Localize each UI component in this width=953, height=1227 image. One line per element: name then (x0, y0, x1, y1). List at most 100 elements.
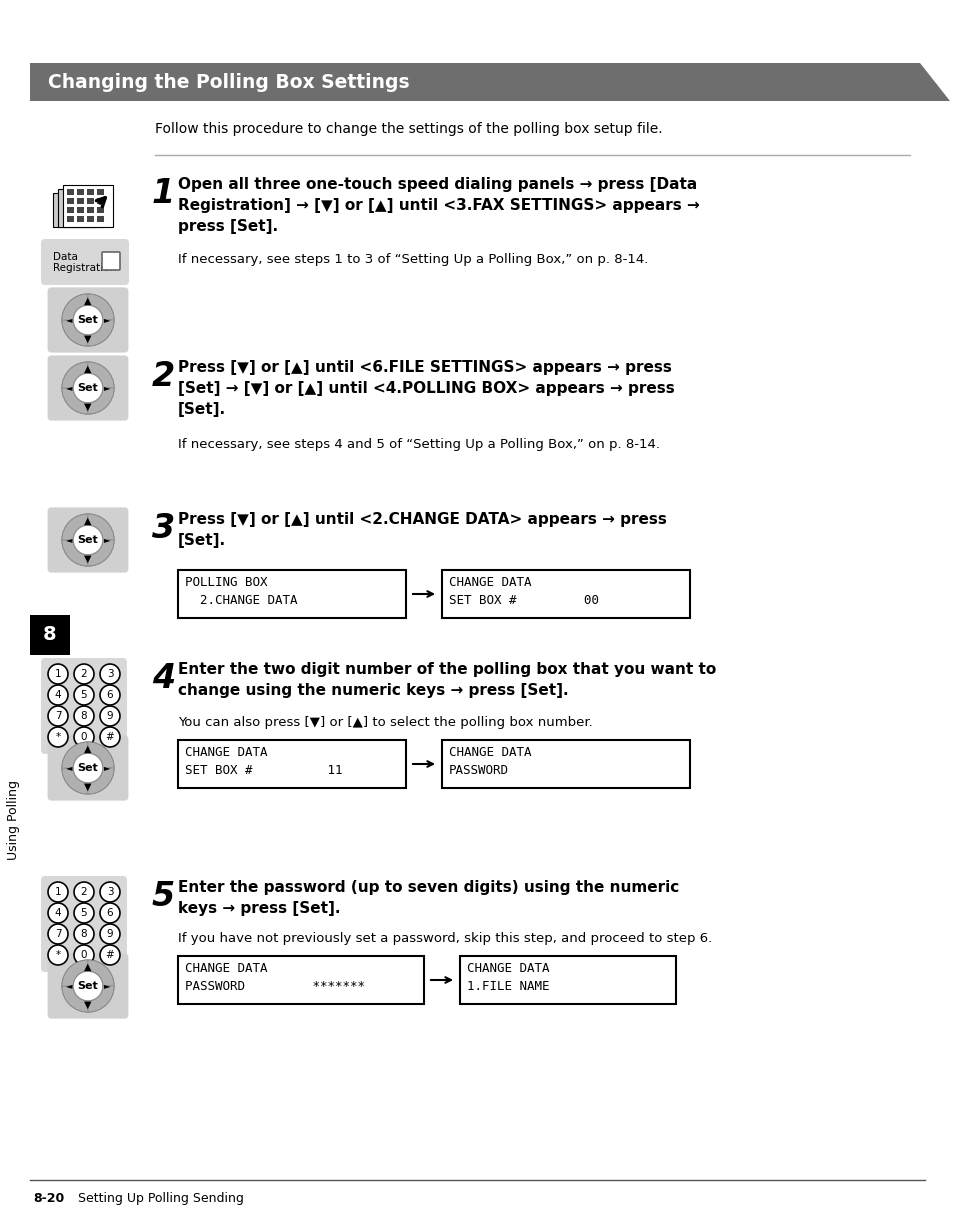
Bar (178, 740, 406, 788)
Bar (441, 571, 689, 618)
Text: Set: Set (77, 315, 98, 325)
Text: ◄: ◄ (66, 384, 72, 393)
Text: 7: 7 (54, 929, 61, 939)
Text: 3: 3 (107, 669, 113, 679)
Text: 9: 9 (107, 929, 113, 939)
Circle shape (62, 742, 113, 794)
Text: Press [▼] or [▲] until <2.CHANGE DATA> appears → press
[Set].: Press [▼] or [▲] until <2.CHANGE DATA> a… (178, 512, 666, 548)
Text: CHANGE DATA: CHANGE DATA (449, 746, 531, 760)
Text: 8: 8 (81, 710, 88, 721)
Bar (459, 956, 676, 1004)
Wedge shape (88, 742, 113, 768)
Text: 6: 6 (107, 908, 113, 918)
Text: Registration: Registration (53, 263, 116, 272)
Wedge shape (62, 362, 88, 388)
Text: ▼: ▼ (84, 782, 91, 791)
FancyBboxPatch shape (48, 953, 129, 1018)
Text: 1: 1 (54, 669, 61, 679)
Circle shape (62, 294, 113, 346)
Text: SET BOX #         00: SET BOX # 00 (449, 594, 598, 607)
Bar (97, 207, 104, 213)
Text: #: # (106, 950, 114, 960)
Text: 0: 0 (81, 733, 87, 742)
Bar (97, 189, 104, 195)
Text: ◄: ◄ (66, 763, 72, 773)
Bar (77, 207, 84, 213)
Text: ►: ► (104, 315, 111, 324)
Wedge shape (88, 540, 113, 566)
Polygon shape (30, 63, 949, 101)
Text: If necessary, see steps 1 to 3 of “Setting Up a Polling Box,” on p. 8-14.: If necessary, see steps 1 to 3 of “Setti… (178, 253, 648, 266)
Circle shape (100, 882, 120, 902)
Text: CHANGE DATA: CHANGE DATA (449, 575, 531, 589)
Bar (67, 216, 74, 222)
Circle shape (48, 924, 68, 944)
Circle shape (48, 882, 68, 902)
Text: *: * (55, 733, 60, 742)
Text: 1: 1 (152, 177, 175, 210)
Bar (87, 198, 94, 204)
Text: 9: 9 (107, 710, 113, 721)
Circle shape (74, 903, 94, 923)
Circle shape (100, 685, 120, 706)
Wedge shape (62, 987, 88, 1012)
Text: ▼: ▼ (84, 334, 91, 344)
FancyBboxPatch shape (48, 735, 129, 800)
Wedge shape (62, 294, 88, 320)
Text: ◄: ◄ (66, 315, 72, 324)
Text: 6: 6 (107, 690, 113, 699)
Bar (67, 189, 74, 195)
Circle shape (100, 706, 120, 726)
Bar (77, 189, 84, 195)
Text: 4: 4 (152, 663, 175, 694)
Bar (441, 740, 689, 788)
Text: Enter the two digit number of the polling box that you want to
change using the : Enter the two digit number of the pollin… (178, 663, 716, 698)
Bar (87, 207, 94, 213)
Text: ▲: ▲ (84, 744, 91, 755)
Text: Open all three one-touch speed dialing panels → press [Data
Registration] → [▼] : Open all three one-touch speed dialing p… (178, 177, 699, 234)
Bar (67, 207, 74, 213)
Text: 1.FILE NAME: 1.FILE NAME (467, 980, 549, 993)
Circle shape (62, 960, 113, 1012)
Circle shape (48, 664, 68, 683)
Text: CHANGE DATA: CHANGE DATA (185, 746, 267, 760)
Circle shape (48, 728, 68, 747)
Text: Changing the Polling Box Settings: Changing the Polling Box Settings (48, 74, 409, 92)
Wedge shape (88, 320, 113, 346)
Text: 7: 7 (54, 710, 61, 721)
Text: Data: Data (53, 252, 78, 263)
Circle shape (62, 514, 113, 566)
Wedge shape (88, 987, 113, 1012)
Text: ►: ► (104, 763, 111, 773)
Bar (58, 189, 104, 227)
Text: POLLING BOX: POLLING BOX (185, 575, 267, 589)
Text: If you have not previously set a password, skip this step, and proceed to step 6: If you have not previously set a passwor… (178, 933, 712, 945)
Text: ▼: ▼ (84, 555, 91, 564)
Circle shape (48, 706, 68, 726)
Text: Press [▼] or [▲] until <6.FILE SETTINGS> appears → press
[Set] → [▼] or [▲] unti: Press [▼] or [▲] until <6.FILE SETTINGS>… (178, 360, 674, 417)
Circle shape (48, 945, 68, 964)
Circle shape (74, 664, 94, 683)
Text: 0: 0 (81, 950, 87, 960)
Bar (53, 193, 95, 227)
Text: ▲: ▲ (84, 364, 91, 374)
Text: 1: 1 (54, 887, 61, 897)
Text: ▲: ▲ (84, 517, 91, 526)
Text: Follow this procedure to change the settings of the polling box setup file.: Follow this procedure to change the sett… (154, 121, 662, 136)
Circle shape (74, 945, 94, 964)
Wedge shape (62, 388, 88, 413)
FancyBboxPatch shape (41, 239, 129, 285)
Bar (97, 198, 104, 204)
Text: 4: 4 (54, 908, 61, 918)
FancyBboxPatch shape (41, 876, 127, 972)
Circle shape (74, 307, 101, 334)
Text: Using Polling: Using Polling (8, 780, 20, 860)
FancyBboxPatch shape (41, 658, 127, 755)
Text: 4: 4 (54, 690, 61, 699)
Text: 8-20: 8-20 (33, 1191, 64, 1205)
Circle shape (100, 903, 120, 923)
Bar (178, 571, 406, 618)
FancyBboxPatch shape (48, 508, 129, 573)
Text: Set: Set (77, 383, 98, 393)
Text: 3: 3 (107, 887, 113, 897)
